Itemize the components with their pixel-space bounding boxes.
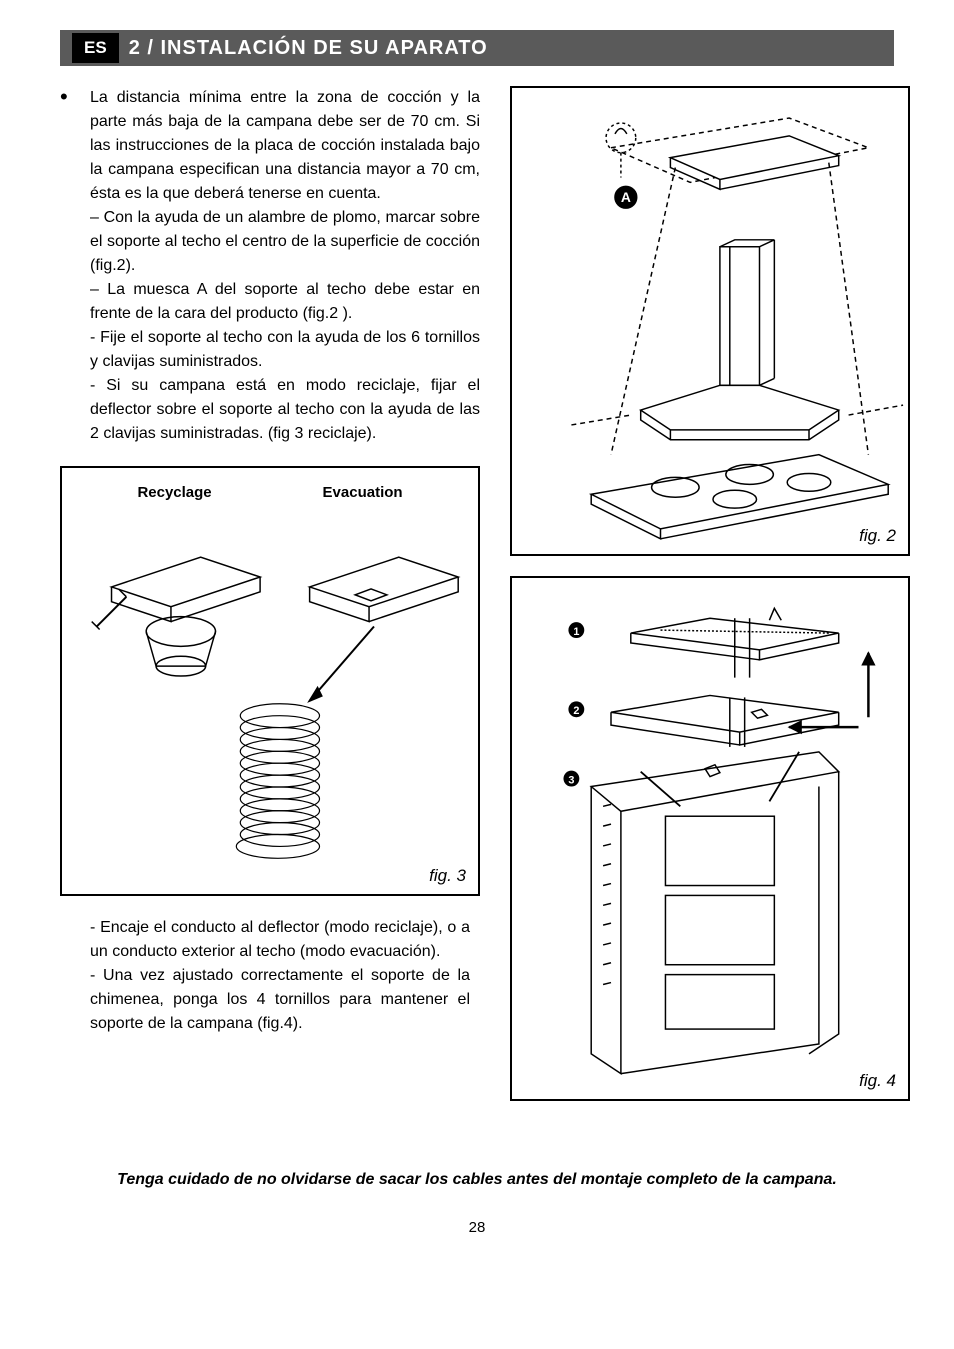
figure-2-marker-a: A bbox=[621, 189, 631, 205]
page-container: ES 2 / INSTALACIÓN DE SU APARATO • La di… bbox=[0, 0, 954, 1276]
figure-2: A fig. 2 bbox=[510, 86, 910, 556]
figure-2-diagram: A bbox=[512, 88, 908, 554]
figure-3-caption: fig. 3 bbox=[429, 866, 466, 886]
figure-4-caption: fig. 4 bbox=[859, 1071, 896, 1091]
figure-4-diagram: 1 2 3 bbox=[512, 578, 908, 1099]
svg-text:3: 3 bbox=[568, 775, 574, 787]
right-column: A fig. 2 bbox=[510, 86, 910, 1121]
warning-text: Tenga cuidado de no olvidarse de sacar l… bbox=[100, 1171, 854, 1189]
svg-text:2: 2 bbox=[573, 705, 579, 717]
page-number: 28 bbox=[60, 1219, 894, 1236]
paragraph: – Con la ayuda de un alambre de plomo, m… bbox=[90, 209, 480, 274]
paragraph: - Fije el soporte al techo con la ayuda … bbox=[90, 329, 480, 370]
paragraph: - Una vez ajustado correctamente el sopo… bbox=[90, 967, 470, 1032]
figure-3-diagram bbox=[62, 468, 478, 894]
bullet-dot-icon: • bbox=[60, 86, 78, 446]
figure-4: 1 2 3 fig. 4 bbox=[510, 576, 910, 1101]
section-header: ES 2 / INSTALACIÓN DE SU APARATO bbox=[60, 30, 894, 66]
text-block-1: La distancia mínima entre la zona de coc… bbox=[90, 86, 480, 446]
section-title: 2 / INSTALACIÓN DE SU APARATO bbox=[129, 37, 488, 60]
paragraph: La distancia mínima entre la zona de coc… bbox=[90, 89, 480, 202]
language-badge: ES bbox=[72, 33, 119, 63]
paragraph: - Si su campana está en modo reciclaje, … bbox=[90, 377, 480, 442]
figure-3: Recyclage Evacuation bbox=[60, 466, 480, 896]
content-columns: • La distancia mínima entre la zona de c… bbox=[60, 86, 894, 1121]
paragraph: - Encaje el conducto al deflector (modo … bbox=[90, 919, 470, 960]
text-block-2: - Encaje el conducto al deflector (modo … bbox=[90, 916, 480, 1036]
left-column: • La distancia mínima entre la zona de c… bbox=[60, 86, 480, 1121]
paragraph: – La muesca A del soporte al techo debe … bbox=[90, 281, 480, 322]
svg-text:1: 1 bbox=[573, 626, 579, 638]
bullet-block-1: • La distancia mínima entre la zona de c… bbox=[60, 86, 480, 446]
figure-2-caption: fig. 2 bbox=[859, 526, 896, 546]
